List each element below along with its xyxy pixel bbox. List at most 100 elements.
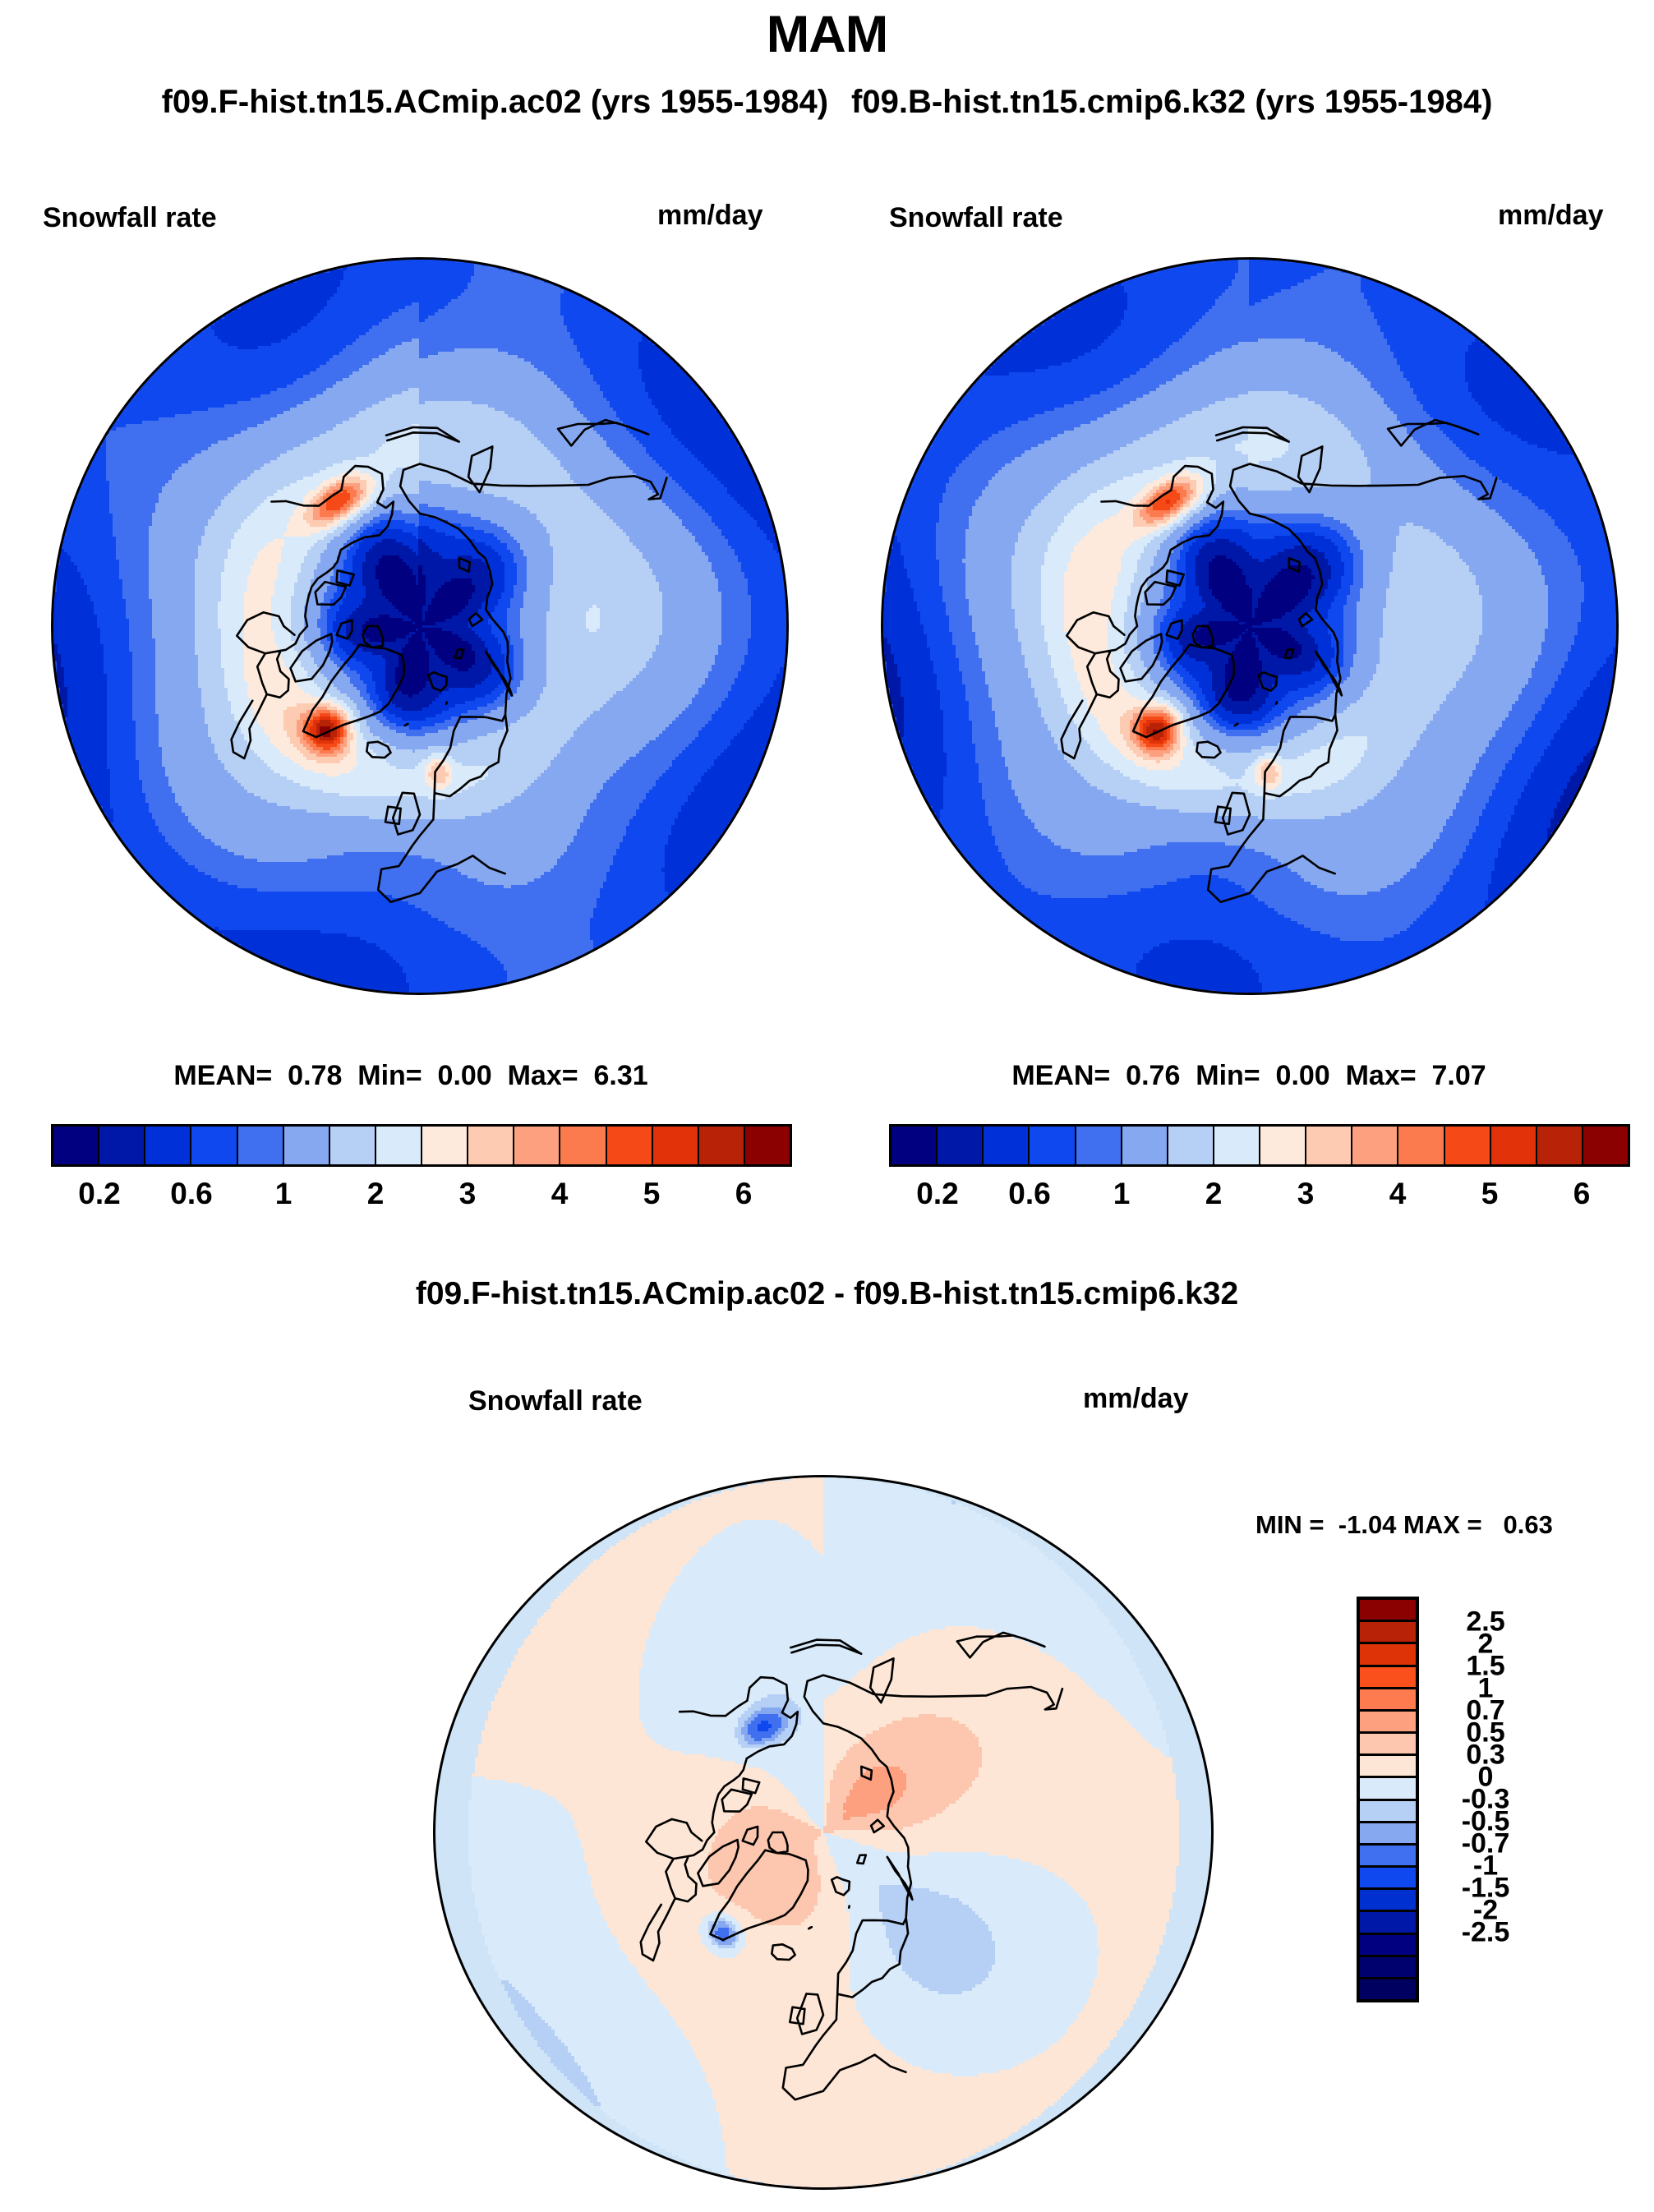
- colorbar-cell: [1360, 1756, 1416, 1779]
- colorbar-cell: [744, 1127, 790, 1164]
- colorbar-cell: [1360, 1845, 1416, 1869]
- colorbar-tick-label: 3: [1297, 1177, 1315, 1210]
- colorbar-cell: [1360, 1644, 1416, 1667]
- colorbar-cell: [1583, 1127, 1628, 1164]
- colorbar-cell: [1360, 1890, 1416, 1913]
- colorbar-cell: [1360, 1734, 1416, 1757]
- arctic-map-right: [881, 257, 1619, 995]
- colorbar-cell: [606, 1127, 653, 1164]
- colorbar-cell: [422, 1127, 469, 1164]
- colorbar-cell: [1076, 1127, 1122, 1164]
- colorbar-tick-label: 0.7: [1466, 1694, 1505, 1726]
- colorbar-tick-label: 1: [1113, 1177, 1131, 1210]
- colorbar-cell: [191, 1127, 238, 1164]
- colorbar-tick-label: -0.7: [1461, 1827, 1510, 1859]
- arctic-map-left: [51, 257, 789, 995]
- colorbar-tick-label: 3: [458, 1177, 477, 1210]
- colorbar-cell: [1360, 1689, 1416, 1712]
- colorbar-cell: [652, 1127, 699, 1164]
- colorbar-cell: [53, 1127, 100, 1164]
- left-panel-stats: MEAN= 0.78 Min= 0.00 Max= 6.31: [173, 1060, 648, 1091]
- colorbar-left-ticklabels: 0.2 0.6 1 2 3 4 5 6: [51, 1177, 792, 1214]
- colorbar-tick-label: 1: [274, 1177, 293, 1210]
- colorbar-tick-label: -0.5: [1461, 1805, 1510, 1837]
- colorbar-cell: [1214, 1127, 1260, 1164]
- colorbar-tick-label: 0: [1477, 1761, 1494, 1793]
- colorbar-tick-label: 1.5: [1466, 1650, 1505, 1682]
- colorbar-cell: [892, 1127, 938, 1164]
- colorbar-cell: [1260, 1127, 1307, 1164]
- colorbar-tick-label: -1: [1472, 1850, 1499, 1882]
- colorbar-cell: [283, 1127, 330, 1164]
- colorbar-cell: [1537, 1127, 1583, 1164]
- colorbar-cell: [1444, 1127, 1491, 1164]
- case-title-left: f09.F-hist.tn15.ACmip.ac02 (yrs 1955-198…: [161, 84, 829, 120]
- left-panel-variable-label: Snowfall rate: [43, 202, 217, 233]
- colorbar-left: [51, 1124, 792, 1167]
- arctic-map-difference: [433, 1475, 1214, 2190]
- colorbar-cell: [468, 1127, 515, 1164]
- colorbar-difference: [1357, 1597, 1419, 2002]
- colorbar-tick-label: -1.5: [1461, 1872, 1510, 1904]
- colorbar-cell: [237, 1127, 284, 1164]
- colorbar-tick-label: 4: [1389, 1177, 1407, 1210]
- colorbar-cell: [984, 1127, 1030, 1164]
- difference-title: f09.F-hist.tn15.ACmip.ac02 - f09.B-hist.…: [415, 1276, 1239, 1311]
- colorbar-cell: [1360, 1778, 1416, 1801]
- colorbar-cell: [1352, 1127, 1399, 1164]
- right-panel-variable-label: Snowfall rate: [889, 202, 1063, 233]
- colorbar-cell: [698, 1127, 745, 1164]
- colorbar-cell: [1168, 1127, 1214, 1164]
- colorbar-cell: [1360, 1622, 1416, 1645]
- colorbar-tick-label: 2.5: [1466, 1606, 1505, 1638]
- colorbar-tick-label: 4: [551, 1177, 569, 1210]
- colorbar-cell: [1360, 1711, 1416, 1735]
- colorbar-cell: [514, 1127, 561, 1164]
- colorbar-cell: [560, 1127, 607, 1164]
- diff-minmax-label: MIN = -1.04 MAX = 0.63: [1255, 1510, 1553, 1539]
- colorbar-cell: [1030, 1127, 1076, 1164]
- colorbar-cell: [99, 1127, 146, 1164]
- colorbar-tick-label: 6: [1573, 1177, 1591, 1210]
- colorbar-cell: [1360, 1823, 1416, 1846]
- diff-panel-variable-label: Snowfall rate: [468, 1385, 643, 1417]
- colorbar-right: [889, 1124, 1630, 1167]
- colorbar-tick-label: 2: [1205, 1177, 1223, 1210]
- colorbar-cell: [1360, 1868, 1416, 1891]
- colorbar-tick-label: 2: [1477, 1628, 1494, 1660]
- colorbar-tick-label: 0.2: [916, 1177, 959, 1210]
- colorbar-tick-label: 5: [643, 1177, 661, 1210]
- colorbar-tick-label: 0.2: [78, 1177, 121, 1210]
- colorbar-cell: [1360, 1956, 1416, 1979]
- colorbar-tick-label: 0.6: [170, 1177, 213, 1210]
- colorbar-right-ticklabels: 0.2 0.6 1 2 3 4 5 6: [889, 1177, 1630, 1214]
- right-panel-units-label: mm/day: [1498, 200, 1604, 231]
- colorbar-tick-label: 0.5: [1466, 1717, 1505, 1749]
- colorbar-cell: [1360, 1912, 1416, 1935]
- colorbar-cell: [1360, 1666, 1416, 1689]
- season-title: MAM: [766, 6, 888, 63]
- colorbar-cell: [1490, 1127, 1537, 1164]
- colorbar-tick-label: 0.3: [1466, 1739, 1505, 1771]
- case-titles-row: f09.F-hist.tn15.ACmip.ac02 (yrs 1955-198…: [0, 84, 1654, 121]
- colorbar-difference-ticklabels: 2.5 2 1.5 1 0.7 0.5 0.3 0 -0.3 -0.5 -0.7 -1 -1.5 -2 -2…: [1436, 1597, 1601, 2002]
- colorbar-cell: [329, 1127, 376, 1164]
- colorbar-cell: [1360, 1979, 1416, 2000]
- colorbar-cell: [1398, 1127, 1445, 1164]
- colorbar-cell: [1306, 1127, 1353, 1164]
- colorbar-cell: [1360, 1600, 1416, 1623]
- left-panel-units-label: mm/day: [657, 200, 763, 231]
- colorbar-cell: [1360, 1800, 1416, 1823]
- colorbar-tick-label: 5: [1481, 1177, 1499, 1210]
- colorbar-tick-label: 6: [735, 1177, 753, 1210]
- colorbar-tick-label: 0.6: [1008, 1177, 1051, 1210]
- right-panel-stats: MEAN= 0.76 Min= 0.00 Max= 7.07: [1011, 1060, 1486, 1091]
- colorbar-cell: [375, 1127, 422, 1164]
- diff-panel-units-label: mm/day: [1083, 1383, 1189, 1414]
- colorbar-cell: [1360, 1934, 1416, 1957]
- case-title-right: f09.B-hist.tn15.cmip6.k32 (yrs 1955-1984…: [851, 84, 1493, 120]
- colorbar-tick-label: -0.3: [1461, 1783, 1510, 1815]
- colorbar-tick-label: 2: [366, 1177, 385, 1210]
- colorbar-cell: [1122, 1127, 1168, 1164]
- colorbar-tick-label: 1: [1477, 1672, 1494, 1704]
